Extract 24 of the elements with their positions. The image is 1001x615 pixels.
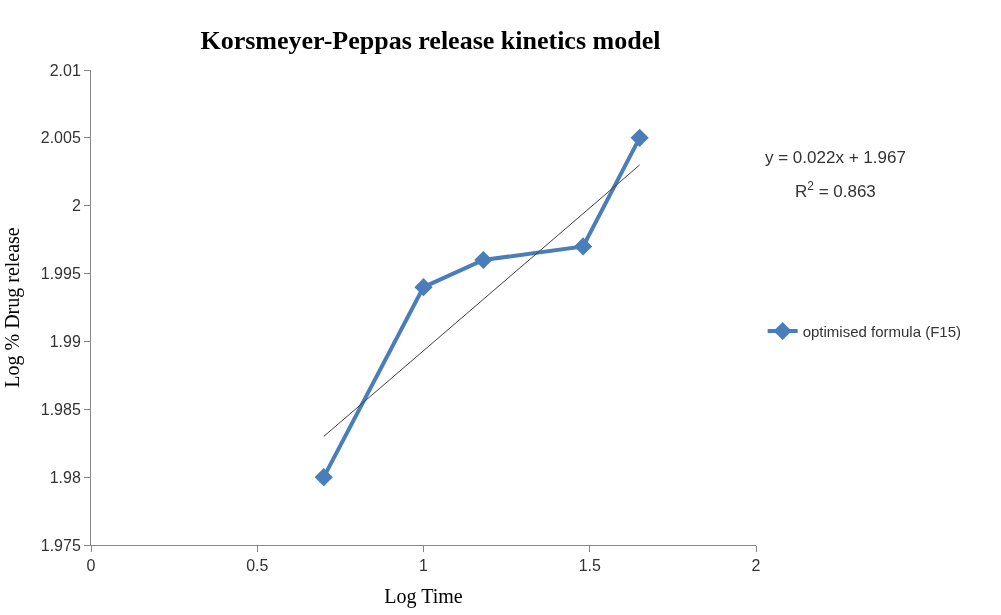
point — [314, 468, 333, 487]
x-tick-label: 1 — [419, 557, 429, 575]
legend-label: optimised formula (F15) — [802, 322, 962, 340]
x-tick-label: 0.5 — [246, 557, 269, 575]
y-tick-label: 1.975 — [40, 536, 81, 554]
y-axis-title: Log % Drug release — [1, 227, 25, 388]
x-tick-label: 2 — [751, 557, 761, 575]
x-tick-label: 0 — [86, 557, 96, 575]
point — [630, 128, 649, 147]
point — [474, 250, 493, 270]
x-tick-label: 1.5 — [578, 557, 601, 575]
y-tick-label: 2 — [71, 197, 81, 215]
point — [414, 278, 433, 297]
text: R$^{2}$ = 0.863 — [795, 179, 876, 202]
y-tick-label: 1.995 — [40, 265, 81, 283]
y-tick-label: 2.005 — [40, 129, 81, 147]
point — [574, 237, 593, 256]
y-tick-label: 1.99 — [49, 333, 81, 351]
y-tick-label: 1.985 — [40, 400, 81, 418]
x-axis-title: Log Time — [384, 584, 463, 608]
text: y = 0.022x + 1.967 — [765, 148, 906, 167]
chart-title: Korsmeyer-Peppas release kinetics model — [200, 25, 661, 55]
y-tick-label: 2.01 — [49, 61, 81, 79]
y-tick-label: 1.98 — [49, 468, 81, 486]
